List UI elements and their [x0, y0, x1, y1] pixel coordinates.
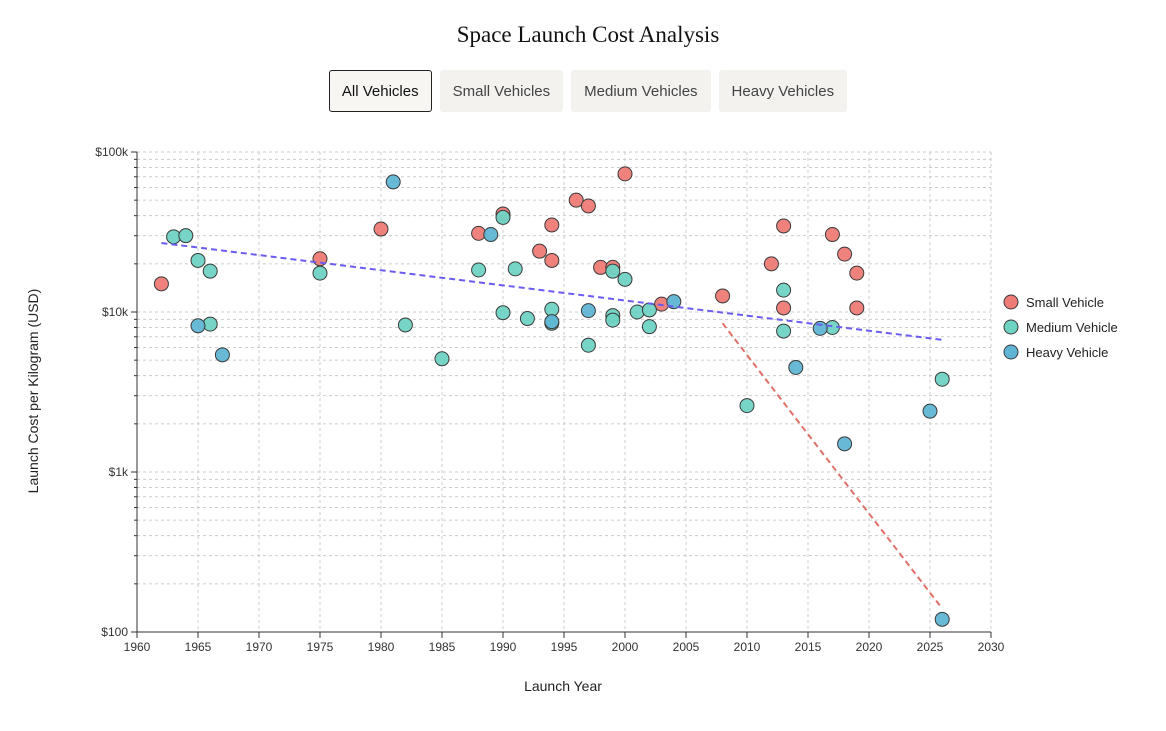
y-tick-label: $10k: [102, 305, 129, 319]
medium-vehicle-point: [617, 271, 633, 287]
small-vehicle-point: [837, 246, 853, 262]
medium-vehicle-point: [934, 371, 950, 387]
x-tick-label: 1965: [185, 640, 212, 654]
x-tick-label: 2005: [673, 640, 700, 654]
x-tick-label: 1975: [307, 640, 334, 654]
x-axis-label: Launch Year: [524, 678, 602, 694]
vehicle-filter-bar: All Vehicles Small Vehicles Medium Vehic…: [0, 70, 1166, 112]
medium-vehicle-point: [495, 305, 511, 321]
x-tick-label: 2000: [612, 640, 639, 654]
y-axis-label: Launch Cost per Kilogram (USD): [25, 289, 41, 494]
medium-vehicle-point: [312, 265, 328, 281]
medium-vehicle-point: [202, 263, 218, 279]
small-vehicle-point: [544, 252, 560, 268]
x-tick-label: 2020: [856, 640, 883, 654]
medium-vehicle-point: [776, 323, 792, 339]
small-vehicle-point: [824, 227, 840, 243]
medium-vehicle-point: [178, 228, 194, 244]
filter-medium-vehicles-button[interactable]: Medium Vehicles: [571, 70, 711, 112]
medium-vehicle-point: [739, 398, 755, 414]
heavy-vehicle-point: [580, 303, 596, 319]
medium-vehicle-point: [397, 317, 413, 333]
medium-vehicle-point: [434, 351, 450, 367]
y-tick-label: $100: [101, 625, 128, 639]
heavy-vehicle-point: [544, 314, 560, 330]
x-tick-label: 1980: [368, 640, 395, 654]
trend-all-line: [161, 241, 943, 341]
x-tick-label: 2025: [917, 640, 944, 654]
medium-vehicle-point: [519, 311, 535, 327]
medium-vehicle-point: [544, 301, 560, 317]
x-tick-label: 1985: [429, 640, 456, 654]
medium-vehicle-point: [641, 319, 657, 335]
heavy-vehicle-point: [214, 347, 230, 363]
chart-title: Space Launch Cost Analysis: [456, 22, 720, 47]
legend-small-marker: [1003, 294, 1019, 310]
x-tick-label: 1960: [124, 640, 151, 654]
small-vehicle-point: [617, 166, 633, 182]
x-tick-label: 1995: [551, 640, 578, 654]
medium-vehicle-point: [776, 282, 792, 298]
heavy-vehicle-point: [385, 174, 401, 190]
x-tick-label: 2015: [795, 640, 822, 654]
small-vehicle-point: [776, 218, 792, 234]
legend-medium-label: Medium Vehicle: [1026, 320, 1118, 335]
legend-medium-marker: [1003, 319, 1019, 335]
heavy-vehicle-point: [934, 611, 950, 627]
medium-vehicle-point: [629, 304, 645, 320]
x-tick-label: 1990: [490, 640, 517, 654]
heavy-vehicle-point: [483, 227, 499, 243]
small-vehicle-point: [544, 217, 560, 233]
heavy-vehicle-point: [812, 320, 828, 336]
small-vehicle-point: [715, 288, 731, 304]
legend-small-label: Small Vehicle: [1026, 295, 1104, 310]
medium-vehicle-point: [605, 263, 621, 279]
small-vehicle-point: [373, 221, 389, 237]
medium-vehicle-point: [190, 252, 206, 268]
medium-vehicle-point: [495, 209, 511, 225]
trend-small-line: [721, 322, 943, 610]
medium-vehicle-point: [507, 261, 523, 277]
x-tick-label: 1970: [246, 640, 273, 654]
small-vehicle-point: [153, 276, 169, 292]
filter-small-vehicles-button[interactable]: Small Vehicles: [439, 70, 564, 112]
medium-vehicle-point: [580, 337, 596, 353]
filter-all-vehicles-button[interactable]: All Vehicles: [328, 70, 432, 112]
heavy-vehicle-point: [922, 403, 938, 419]
heavy-vehicle-point: [837, 436, 853, 452]
filter-heavy-vehicles-button[interactable]: Heavy Vehicles: [718, 70, 848, 112]
legend-heavy-marker: [1003, 344, 1019, 360]
small-vehicle-point: [568, 192, 584, 208]
heavy-vehicle-point: [788, 359, 804, 375]
small-vehicle-point: [849, 300, 865, 316]
medium-vehicle-point: [605, 312, 621, 328]
small-vehicle-point: [763, 256, 779, 272]
small-vehicle-point: [849, 265, 865, 281]
small-vehicle-point: [580, 198, 596, 214]
small-vehicle-point: [532, 243, 548, 259]
heavy-vehicle-point: [190, 318, 206, 334]
x-tick-label: 2030: [978, 640, 1005, 654]
small-vehicle-point: [776, 300, 792, 316]
legend-heavy-label: Heavy Vehicle: [1026, 345, 1108, 360]
y-tick-label: $1k: [109, 465, 129, 479]
medium-vehicle-point: [471, 262, 487, 278]
medium-vehicle-point: [641, 302, 657, 318]
x-tick-label: 2010: [734, 640, 761, 654]
y-tick-label: $100k: [95, 145, 129, 159]
